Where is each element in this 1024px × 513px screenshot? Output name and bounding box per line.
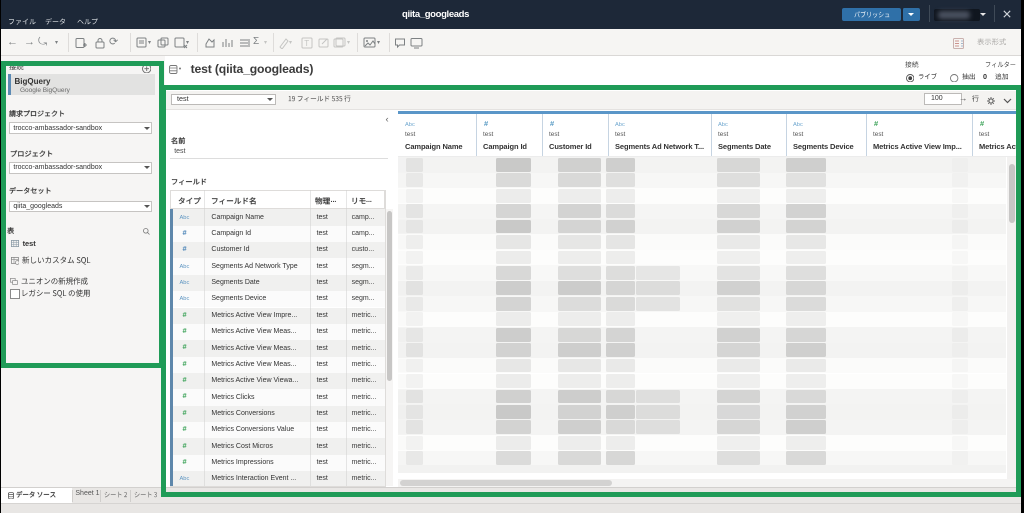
- svg-text:T: T: [304, 39, 309, 48]
